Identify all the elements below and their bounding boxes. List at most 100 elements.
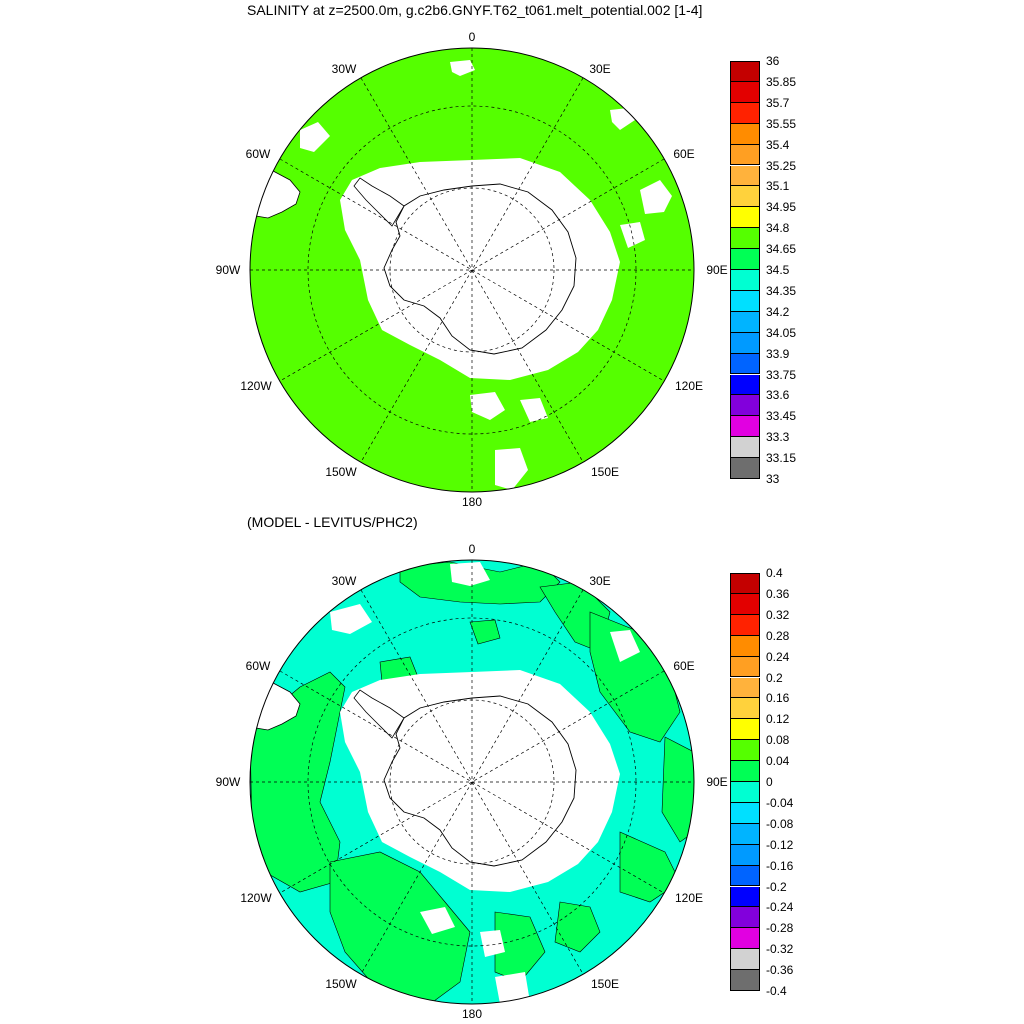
- colorbar-swatch: [730, 207, 760, 229]
- colorbar-tick-label: 35.25: [766, 158, 797, 173]
- colorbar-tick-label: 0.32: [766, 607, 790, 622]
- colorbar-tick-label: 33.15: [766, 451, 797, 466]
- lon-label: 180: [462, 1007, 482, 1021]
- colorbar-tick-label: 34.65: [766, 242, 797, 257]
- lon-label: 120E: [675, 891, 703, 905]
- colorbar-swatch: [730, 81, 760, 103]
- colorbar-tick-label: -0.24: [766, 900, 794, 915]
- colorbar-tick-label: 34.05: [766, 325, 797, 340]
- lon-label: 0: [469, 542, 476, 556]
- colorbar-swatch: [730, 144, 760, 166]
- longitude-labels: 0 30E 60E 90E 120E 150E 180 150W 120W 90…: [216, 542, 728, 1021]
- colorbar-tick-label: -0.16: [766, 858, 794, 873]
- lon-label: 60W: [246, 147, 271, 161]
- colorbar-tick-label: 0.12: [766, 712, 790, 727]
- colorbar-swatch: [730, 614, 760, 636]
- lon-label: 90W: [216, 775, 241, 789]
- antarctic-peninsula-coastline: [353, 689, 405, 739]
- lon-label: 30W: [332, 574, 357, 588]
- lon-label: 150E: [591, 465, 619, 479]
- colorbar-swatch: [730, 677, 760, 699]
- colorbar-swatch: [730, 802, 760, 824]
- colorbar-tick-label: -0.04: [766, 795, 794, 810]
- colorbar-tick-label: 35.55: [766, 116, 797, 131]
- salinity-colorbar: 36 35.85 35.7 35.55 35.4 35.25 35.1 34.95 34.8 34…: [730, 54, 796, 486]
- colorbar-swatch: [730, 656, 760, 678]
- map-boundary: [249, 47, 695, 493]
- lon-label: 60E: [673, 659, 694, 673]
- colorbar-swatch: [730, 865, 760, 887]
- colorbar-swatch: [730, 353, 760, 375]
- lon-label: 30W: [332, 62, 357, 76]
- colorbar-tick-label: 35.4: [766, 137, 790, 152]
- colorbar-swatch: [730, 782, 760, 803]
- difference-map-title: (MODEL - LEVITUS/PHC2): [247, 514, 418, 530]
- missing-data-patch: [620, 222, 645, 248]
- colorbar-swatch: [730, 249, 760, 270]
- lon-label: 120W: [240, 379, 272, 393]
- difference-colorbar: 0.4 0.36 0.32 0.28 0.24 0.2 0.16 0.12 0.08 0.04 0 -…: [730, 566, 793, 998]
- colorbar-tick-label: 0.16: [766, 691, 790, 706]
- lon-label: 180: [462, 495, 482, 509]
- colorbar-swatch: [730, 573, 760, 594]
- colorbar-swatch: [730, 719, 760, 741]
- difference-polar-map: 0 30E 60E 90E 120E 150E 180 150W 120W 90…: [216, 542, 728, 1021]
- colorbar-tick-label: 33.75: [766, 367, 797, 382]
- colorbar-tick-label: -0.08: [766, 816, 794, 831]
- colorbar-tick-label: 0.08: [766, 733, 790, 748]
- colorbar-tick-label: 0.36: [766, 586, 790, 601]
- antarctic-peninsula-coastline: [353, 177, 405, 227]
- colorbar-tick-label: -0.12: [766, 837, 794, 852]
- lon-label: 150E: [591, 977, 619, 991]
- colorbar-swatch: [730, 102, 760, 124]
- map-boundary: [249, 559, 695, 1005]
- colorbar-swatch: [730, 437, 760, 459]
- colorbar-swatch: [730, 823, 760, 845]
- colorbar-swatch: [730, 844, 760, 866]
- lon-label: 30E: [589, 62, 610, 76]
- colorbar-tick-label: -0.28: [766, 921, 794, 936]
- colorbar-swatch: [730, 165, 760, 187]
- colorbar-tick-label: 35.7: [766, 95, 790, 110]
- colorbar-tick-label: 0: [766, 775, 773, 789]
- colorbar-swatch: [730, 949, 760, 971]
- antarctica-coastline: [383, 183, 577, 355]
- colorbar-tick-label: 34.8: [766, 221, 790, 236]
- colorbar-tick-label: 35.85: [766, 74, 797, 89]
- colorbar-swatch: [730, 186, 760, 208]
- lon-label: 90W: [216, 263, 241, 277]
- colorbar-swatch: [730, 270, 760, 291]
- lon-label: 30E: [589, 574, 610, 588]
- colorbar-tick-label: 0.24: [766, 649, 790, 664]
- missing-data-patch: [640, 180, 672, 214]
- colorbar-swatch: [730, 740, 760, 762]
- colorbar-swatch: [730, 886, 760, 908]
- lon-label: 120W: [240, 891, 272, 905]
- colorbar-tick-label: 35.1: [766, 179, 790, 194]
- colorbar-swatch: [730, 332, 760, 354]
- colorbar-tick-label: 33.6: [766, 388, 790, 403]
- colorbar-swatch: [730, 907, 760, 929]
- colorbar-swatch: [730, 290, 760, 312]
- lon-label: 150W: [325, 977, 357, 991]
- graticule: [250, 48, 694, 492]
- colorbar-tick-label: 36: [766, 54, 780, 68]
- colorbar-swatch: [730, 761, 760, 782]
- missing-data-patch: [470, 392, 505, 420]
- colorbar-swatch: [730, 458, 760, 479]
- colorbar-tick-label: 33.9: [766, 346, 790, 361]
- colorbar-tick-label: 0.04: [766, 754, 790, 769]
- missing-data-patch: [495, 448, 528, 490]
- map-title: SALINITY at z=2500.0m, g.c2b6.GNYF.T62_t…: [247, 2, 703, 18]
- colorbar-tick-label: 34.95: [766, 200, 797, 215]
- colorbar-swatch: [730, 123, 760, 145]
- colorbar-swatch: [730, 311, 760, 333]
- colorbar-swatch: [730, 970, 760, 991]
- missing-data-patch: [300, 122, 330, 152]
- colorbar-swatch: [730, 228, 760, 250]
- graticule: [250, 560, 694, 1004]
- colorbar-tick-label: 0.2: [766, 670, 783, 685]
- colorbar-swatch: [730, 593, 760, 615]
- colorbar-tick-label: 34.5: [766, 263, 790, 277]
- missing-data-patch: [520, 398, 548, 422]
